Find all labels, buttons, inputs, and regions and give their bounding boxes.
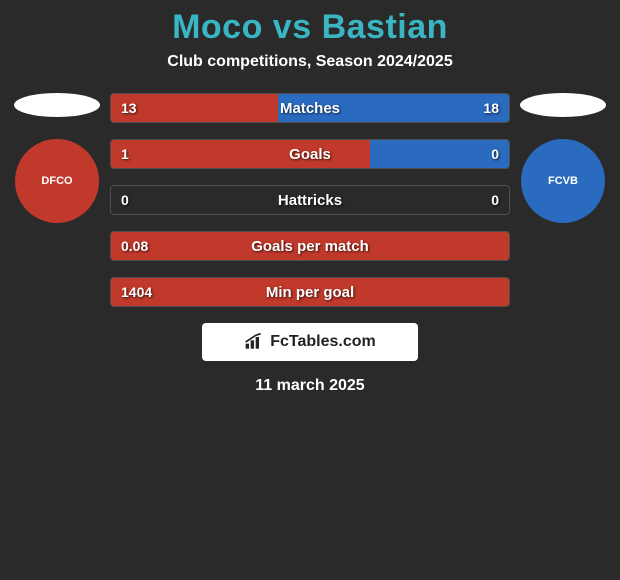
page-subtitle: Club competitions, Season 2024/2025 xyxy=(0,53,620,71)
stat-row: 1Goals0 xyxy=(110,139,510,169)
stat-label: Goals xyxy=(111,146,509,163)
attribution-badge: FcTables.com xyxy=(202,323,418,361)
club-short-left: DFCO xyxy=(41,175,72,187)
stat-row: 1404Min per goal xyxy=(110,277,510,307)
player-avatar-right xyxy=(520,93,606,117)
attribution-text: FcTables.com xyxy=(270,333,376,351)
stat-row: 0.08Goals per match xyxy=(110,231,510,261)
comparison-card: Moco vs Bastian Club competitions, Seaso… xyxy=(0,0,620,395)
club-short-right: FCVB xyxy=(548,175,578,187)
stat-label: Hattricks xyxy=(111,192,509,209)
stat-label: Matches xyxy=(111,100,509,117)
stat-label: Goals per match xyxy=(111,238,509,255)
stat-value-right: 0 xyxy=(491,192,499,208)
stat-label: Min per goal xyxy=(111,284,509,301)
stat-row: 0Hattricks0 xyxy=(110,185,510,215)
stats-table: 13Matches181Goals00Hattricks00.08Goals p… xyxy=(110,93,510,307)
content-row: DFCO 13Matches181Goals00Hattricks00.08Go… xyxy=(0,93,620,307)
club-badge-left: DFCO xyxy=(15,139,99,223)
stat-value-right: 0 xyxy=(491,146,499,162)
stat-value-right: 18 xyxy=(483,100,499,116)
player-avatar-left xyxy=(14,93,100,117)
page-title: Moco vs Bastian xyxy=(0,8,620,47)
chart-icon xyxy=(244,333,264,351)
left-side: DFCO xyxy=(12,93,102,223)
date-text: 11 march 2025 xyxy=(0,377,620,395)
stat-row: 13Matches18 xyxy=(110,93,510,123)
right-side: FCVB xyxy=(518,93,608,223)
club-badge-right: FCVB xyxy=(521,139,605,223)
